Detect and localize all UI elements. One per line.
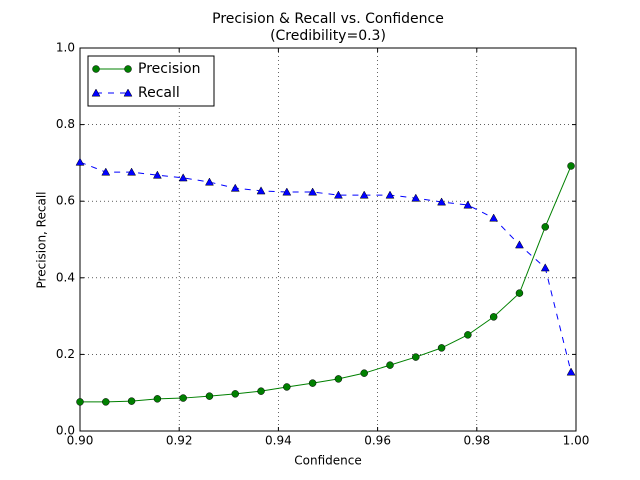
- marker: [463, 200, 473, 209]
- marker: [152, 170, 162, 179]
- series-line: [80, 165, 572, 403]
- marker: [178, 173, 188, 182]
- marker: [437, 344, 446, 352]
- legend: Precision Recall: [87, 55, 215, 107]
- marker: [231, 390, 239, 398]
- plot-frame: [79, 47, 577, 432]
- marker: [412, 353, 420, 361]
- marker: [101, 167, 111, 176]
- marker: [541, 223, 549, 231]
- y-tick-label: 0.8: [56, 117, 75, 131]
- marker: [257, 387, 265, 395]
- marker: [282, 187, 292, 196]
- legend-label: Precision: [138, 61, 200, 77]
- y-axis-label: Precision, Recall: [35, 192, 49, 289]
- marker: [179, 394, 187, 402]
- x-tick-label: 1.00: [563, 434, 590, 448]
- x-tick-label: 0.92: [166, 434, 193, 448]
- legend-marker: [123, 88, 133, 97]
- marker: [540, 263, 550, 272]
- marker: [230, 183, 240, 192]
- marker: [334, 375, 343, 383]
- marker: [515, 289, 524, 297]
- marker: [127, 397, 136, 405]
- marker: [75, 157, 85, 166]
- legend-marker: [124, 65, 132, 73]
- marker: [127, 167, 137, 176]
- legend-box: [87, 55, 215, 107]
- marker: [308, 379, 317, 387]
- marker: [205, 177, 214, 186]
- legend-marker: [92, 65, 100, 73]
- marker: [566, 367, 576, 376]
- marker: [515, 240, 524, 249]
- marker: [153, 395, 162, 403]
- marker: [308, 187, 318, 196]
- marker: [359, 190, 369, 199]
- marker: [385, 190, 395, 199]
- marker: [489, 213, 499, 222]
- marker: [256, 186, 266, 195]
- x-tick-label: 0.94: [265, 434, 292, 448]
- x-tick-label: 0.98: [463, 434, 490, 448]
- marker: [333, 190, 343, 199]
- y-tick-label: 0.0: [56, 424, 75, 438]
- y-tick-label: 0.6: [56, 194, 75, 208]
- legend-marker: [91, 88, 101, 97]
- chart-subtitle: (Credibility=0.3): [270, 28, 386, 44]
- x-tick-label: 0.96: [364, 434, 391, 448]
- x-axis-label: Confidence: [294, 454, 361, 468]
- y-tick-label: 1.0: [56, 41, 75, 55]
- marker: [411, 193, 421, 202]
- marker: [360, 369, 368, 377]
- legend-label: Recall: [138, 85, 180, 101]
- marker: [386, 361, 394, 369]
- marker: [489, 313, 498, 321]
- marker: [283, 383, 291, 391]
- marker: [567, 162, 575, 170]
- marker: [205, 392, 214, 400]
- y-tick-label: 0.2: [56, 347, 75, 361]
- marker: [437, 197, 447, 206]
- marker: [76, 398, 84, 406]
- y-tick-label: 0.4: [56, 270, 75, 284]
- marker: [102, 398, 110, 406]
- x-tick-label: 0.90: [67, 434, 94, 448]
- marker: [464, 331, 472, 339]
- chart-title: Precision & Recall vs. Confidence: [212, 11, 444, 27]
